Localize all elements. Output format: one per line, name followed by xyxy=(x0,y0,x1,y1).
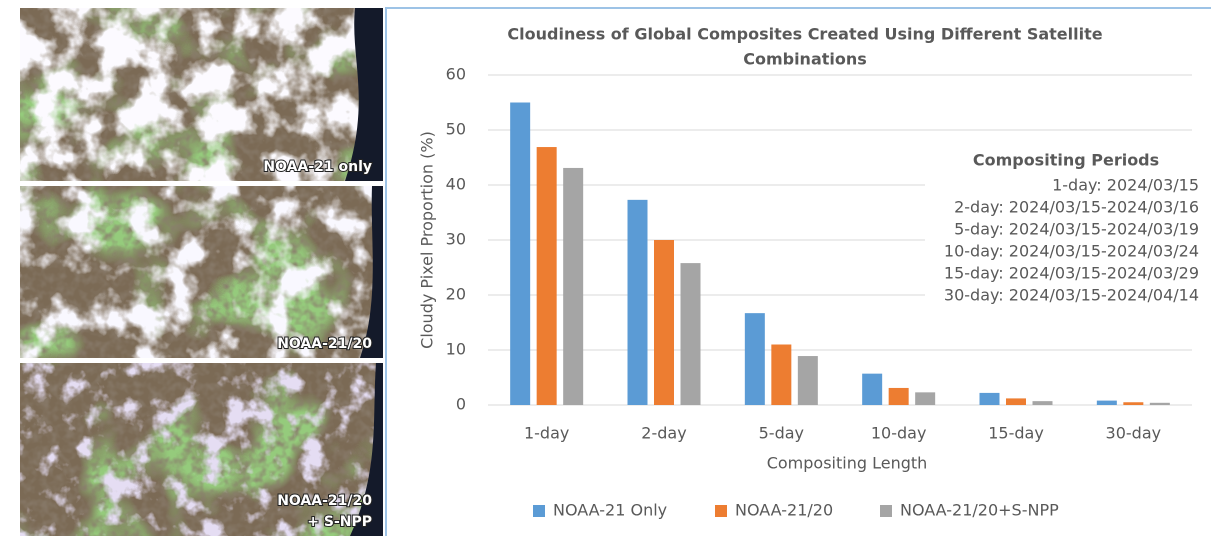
bar xyxy=(536,147,557,406)
chart-title: Combinations xyxy=(743,50,867,69)
bar xyxy=(563,167,584,405)
annotation-title: Compositing Periods xyxy=(973,151,1159,170)
panel-label: NOAA-21 only xyxy=(263,159,372,175)
panel-labels: NOAA-21 only NOAA-21/20 NOAA-21/20 + S-NPP xyxy=(262,158,373,531)
chart-border xyxy=(385,7,1211,536)
y-tick-label: 30 xyxy=(446,230,466,249)
y-tick-label: 50 xyxy=(446,120,466,139)
bar xyxy=(979,392,1000,405)
y-tick-label: 20 xyxy=(446,285,466,304)
x-tick-label: 2-day xyxy=(641,424,686,443)
bar xyxy=(1149,402,1170,405)
bar xyxy=(1123,402,1144,405)
annotation-line: 15-day: 2024/03/15-2024/03/29 xyxy=(944,264,1199,283)
panel-label: NOAA-21/20 xyxy=(277,493,372,509)
annotation-line: 2-day: 2024/03/15-2024/03/16 xyxy=(954,198,1199,217)
legend-swatch xyxy=(533,505,545,517)
bar xyxy=(888,387,909,405)
x-tick-label: 5-day xyxy=(759,424,804,443)
bar xyxy=(797,356,818,405)
bar xyxy=(1032,401,1053,405)
legend-label: NOAA-21/20 xyxy=(735,501,833,520)
y-tick-label: 60 xyxy=(446,65,466,84)
bar xyxy=(627,199,648,405)
bar xyxy=(771,344,792,405)
chart: Cloudiness of Global Composites Created … xyxy=(418,25,1207,520)
panel xyxy=(20,363,383,536)
satellite-panels xyxy=(20,8,383,536)
annotation-line: 5-day: 2024/03/15-2024/03/19 xyxy=(954,220,1199,239)
bar xyxy=(1006,398,1026,405)
x-tick-label: 10-day xyxy=(871,424,927,443)
bar xyxy=(1096,400,1117,405)
bar xyxy=(915,392,936,405)
bar xyxy=(862,373,883,405)
x-tick-label: 15-day xyxy=(988,424,1044,443)
panel xyxy=(20,8,383,181)
legend-label: NOAA-21 Only xyxy=(553,501,667,520)
annotation-box xyxy=(925,146,1207,312)
panel-label: + S-NPP xyxy=(307,514,372,530)
annotation-line: 10-day: 2024/03/15-2024/03/24 xyxy=(944,242,1199,261)
y-tick-label: 0 xyxy=(456,395,466,414)
x-tick-label: 30-day xyxy=(1106,424,1162,443)
legend-swatch xyxy=(715,505,727,517)
panel xyxy=(20,186,383,358)
bar xyxy=(510,102,531,405)
y-tick-label: 40 xyxy=(446,175,466,194)
y-axis-label: Cloudy Pixel Proportion (%) xyxy=(418,131,437,349)
annotation-line: 1-day: 2024/03/15 xyxy=(1052,176,1199,195)
bar xyxy=(744,313,765,405)
y-tick-label: 10 xyxy=(446,340,466,359)
legend-label: NOAA-21/20+S-NPP xyxy=(900,501,1059,520)
legend-swatch xyxy=(880,505,892,517)
bar xyxy=(680,263,701,405)
x-tick-label: 1-day xyxy=(524,424,569,443)
x-axis-label: Compositing Length xyxy=(767,454,928,473)
chart-title: Cloudiness of Global Composites Created … xyxy=(507,25,1102,44)
bar xyxy=(654,240,674,405)
annotation-line: 30-day: 2024/03/15-2024/04/14 xyxy=(944,286,1199,305)
panel-label: NOAA-21/20 xyxy=(277,336,372,352)
